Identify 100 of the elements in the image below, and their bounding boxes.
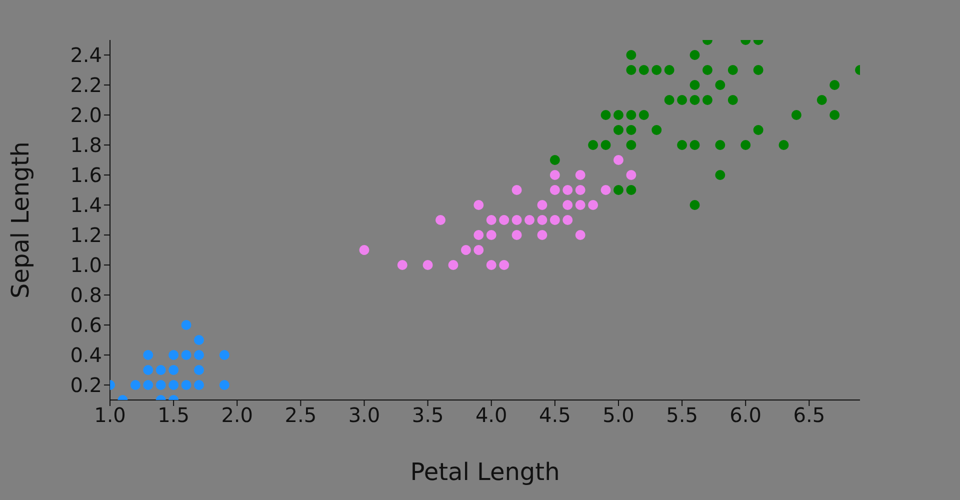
point — [499, 260, 510, 270]
point — [359, 245, 370, 255]
point — [702, 65, 712, 75]
x-tick-label: 6.0 — [730, 403, 762, 428]
x-axis-title: Petal Length — [410, 458, 560, 486]
point — [448, 260, 458, 270]
point — [690, 50, 700, 60]
point — [422, 260, 433, 270]
y-tick-label: 0.4 — [70, 343, 102, 368]
y-axis-title: Sepal Length — [6, 141, 35, 299]
point — [652, 65, 662, 75]
point — [715, 80, 726, 90]
point — [397, 260, 408, 270]
y-tick-label: 2.2 — [70, 73, 102, 98]
point — [474, 230, 484, 240]
y-tick-label: 0.8 — [70, 283, 102, 308]
point — [562, 215, 573, 225]
point — [512, 185, 522, 195]
point — [626, 140, 636, 150]
point — [702, 95, 712, 105]
point — [436, 215, 446, 225]
point — [791, 110, 802, 120]
point — [613, 155, 624, 165]
point — [156, 365, 166, 375]
point — [562, 185, 573, 195]
y-tick-label: 1.8 — [70, 133, 102, 158]
point — [156, 380, 166, 390]
point — [626, 110, 636, 120]
point — [588, 140, 598, 150]
point — [168, 380, 179, 390]
point — [638, 65, 649, 75]
point — [690, 80, 700, 90]
point — [537, 200, 548, 210]
point — [830, 80, 840, 90]
point — [486, 260, 496, 270]
y-tick-label: 1.6 — [70, 163, 102, 188]
point — [613, 125, 624, 135]
x-tick-label: 5.0 — [602, 403, 634, 428]
point — [194, 335, 204, 345]
point — [219, 380, 230, 390]
x-tick-label: 4.5 — [539, 403, 571, 428]
point — [486, 230, 496, 240]
point — [194, 380, 204, 390]
point — [499, 215, 510, 225]
point — [550, 215, 560, 225]
point — [613, 185, 624, 195]
point — [830, 110, 840, 120]
point — [652, 125, 662, 135]
point — [562, 200, 573, 210]
point — [512, 215, 522, 225]
point — [728, 65, 738, 75]
x-tick-label: 2.0 — [221, 403, 254, 428]
point — [816, 95, 827, 105]
point — [677, 95, 688, 105]
y-tick-label: 2.4 — [70, 43, 102, 68]
point — [600, 185, 611, 195]
point — [168, 350, 179, 360]
y-tick-label: 0.2 — [70, 373, 102, 398]
x-tick-label: 3.0 — [348, 403, 380, 428]
point — [550, 170, 560, 180]
point — [486, 215, 496, 225]
point — [537, 215, 548, 225]
y-tick-label: 1.4 — [70, 193, 102, 218]
point — [626, 65, 636, 75]
point — [690, 95, 700, 105]
point — [181, 380, 192, 390]
point — [626, 50, 636, 60]
point — [130, 380, 140, 390]
point — [550, 155, 560, 165]
point — [460, 245, 471, 255]
y-tick-label: 1.0 — [70, 253, 102, 278]
y-tick-label: 1.2 — [70, 223, 102, 248]
point — [181, 320, 192, 330]
point — [638, 110, 649, 120]
point — [677, 140, 688, 150]
x-tick-label: 1.0 — [94, 403, 126, 428]
y-tick-label: 2.0 — [70, 103, 102, 128]
x-tick-label: 1.5 — [158, 403, 190, 428]
point — [626, 170, 636, 180]
x-tick-label: 5.5 — [666, 403, 698, 428]
point — [740, 140, 751, 150]
point — [575, 230, 586, 240]
point — [512, 230, 522, 240]
point — [143, 365, 154, 375]
point — [613, 110, 624, 120]
point — [600, 110, 611, 120]
point — [778, 140, 789, 150]
point — [715, 140, 726, 150]
point — [524, 215, 534, 225]
point — [728, 95, 738, 105]
point — [194, 365, 204, 375]
point — [537, 230, 548, 240]
point — [664, 95, 674, 105]
point — [474, 200, 484, 210]
point — [690, 200, 700, 210]
point — [219, 350, 230, 360]
point — [143, 350, 154, 360]
x-tick-label: 6.5 — [793, 403, 826, 428]
point — [588, 200, 598, 210]
point — [575, 200, 586, 210]
